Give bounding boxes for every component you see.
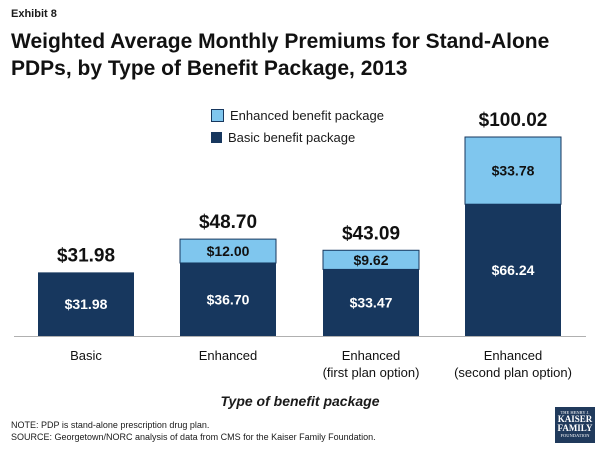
bar-segment-enhanced-1 bbox=[179, 238, 277, 264]
legend-swatch-basic bbox=[211, 131, 222, 143]
total-label-2: $43.09 bbox=[342, 223, 400, 244]
category-label-3-0: Enhanced bbox=[484, 348, 543, 363]
data-label-basic-2: $33.47 bbox=[350, 295, 393, 311]
bar-segment-basic-3 bbox=[465, 204, 561, 336]
bar-segment-basic-0 bbox=[38, 272, 134, 336]
data-label-enhanced-1: $12.00 bbox=[207, 243, 250, 259]
chart-legend: Enhanced benefit package Basic benefit p… bbox=[211, 104, 384, 148]
legend-item-basic: Basic benefit package bbox=[211, 126, 384, 148]
logo-line-2b: FAMILY bbox=[557, 423, 593, 433]
logo-line-1: THE HENRY J. bbox=[560, 410, 590, 415]
chart-title-line-1: Weighted Average Monthly Premiums for St… bbox=[11, 30, 550, 53]
data-label-basic-0: $31.98 bbox=[65, 296, 108, 312]
data-label-basic-1: $36.70 bbox=[207, 291, 250, 307]
data-label-enhanced-3: $33.78 bbox=[492, 163, 535, 179]
source-text: SOURCE: Georgetown/NORC analysis of data… bbox=[11, 432, 376, 442]
legend-label-basic: Basic benefit package bbox=[228, 129, 356, 145]
legend-swatch-enhanced bbox=[211, 108, 224, 122]
bar-segment-basic-1 bbox=[180, 262, 276, 336]
bar-segment-basic-2 bbox=[323, 269, 419, 336]
bar-segment-enhanced-3 bbox=[464, 136, 562, 205]
category-label-2-0: Enhanced bbox=[342, 348, 401, 363]
legend-label-enhanced: Enhanced benefit package bbox=[230, 107, 384, 123]
category-label-0-0: Basic bbox=[70, 348, 102, 363]
total-label-0: $31.98 bbox=[57, 245, 115, 266]
chart-title-line-2: PDPs, by Type of Benefit Package, 2013 bbox=[11, 57, 408, 80]
category-label-1-0: Enhanced bbox=[199, 348, 258, 363]
x-axis-title: Type of benefit package bbox=[220, 393, 380, 409]
note-text: NOTE: PDP is stand-alone prescription dr… bbox=[11, 420, 210, 430]
data-label-basic-3: $66.24 bbox=[492, 262, 535, 278]
logo-line-2a: KAISER bbox=[557, 414, 593, 424]
data-label-enhanced-2: $9.62 bbox=[353, 252, 388, 268]
category-label-3-1: (second plan option) bbox=[454, 365, 572, 380]
total-label-1: $48.70 bbox=[199, 212, 257, 233]
footnotes: NOTE: PDP is stand-alone prescription dr… bbox=[11, 419, 376, 443]
legend-item-enhanced: Enhanced benefit package bbox=[211, 104, 384, 126]
exhibit-label: Exhibit 8 bbox=[11, 8, 57, 20]
bar-segment-enhanced-2 bbox=[322, 249, 420, 270]
kff-logo: THE HENRY J. KAISER FAMILY FOUNDATION bbox=[555, 407, 595, 443]
category-label-2-1: (first plan option) bbox=[323, 365, 420, 380]
logo-line-3: FOUNDATION bbox=[560, 433, 590, 438]
total-label-3: $100.02 bbox=[479, 110, 548, 131]
chart-title: Weighted Average Monthly Premiums for St… bbox=[11, 28, 586, 82]
